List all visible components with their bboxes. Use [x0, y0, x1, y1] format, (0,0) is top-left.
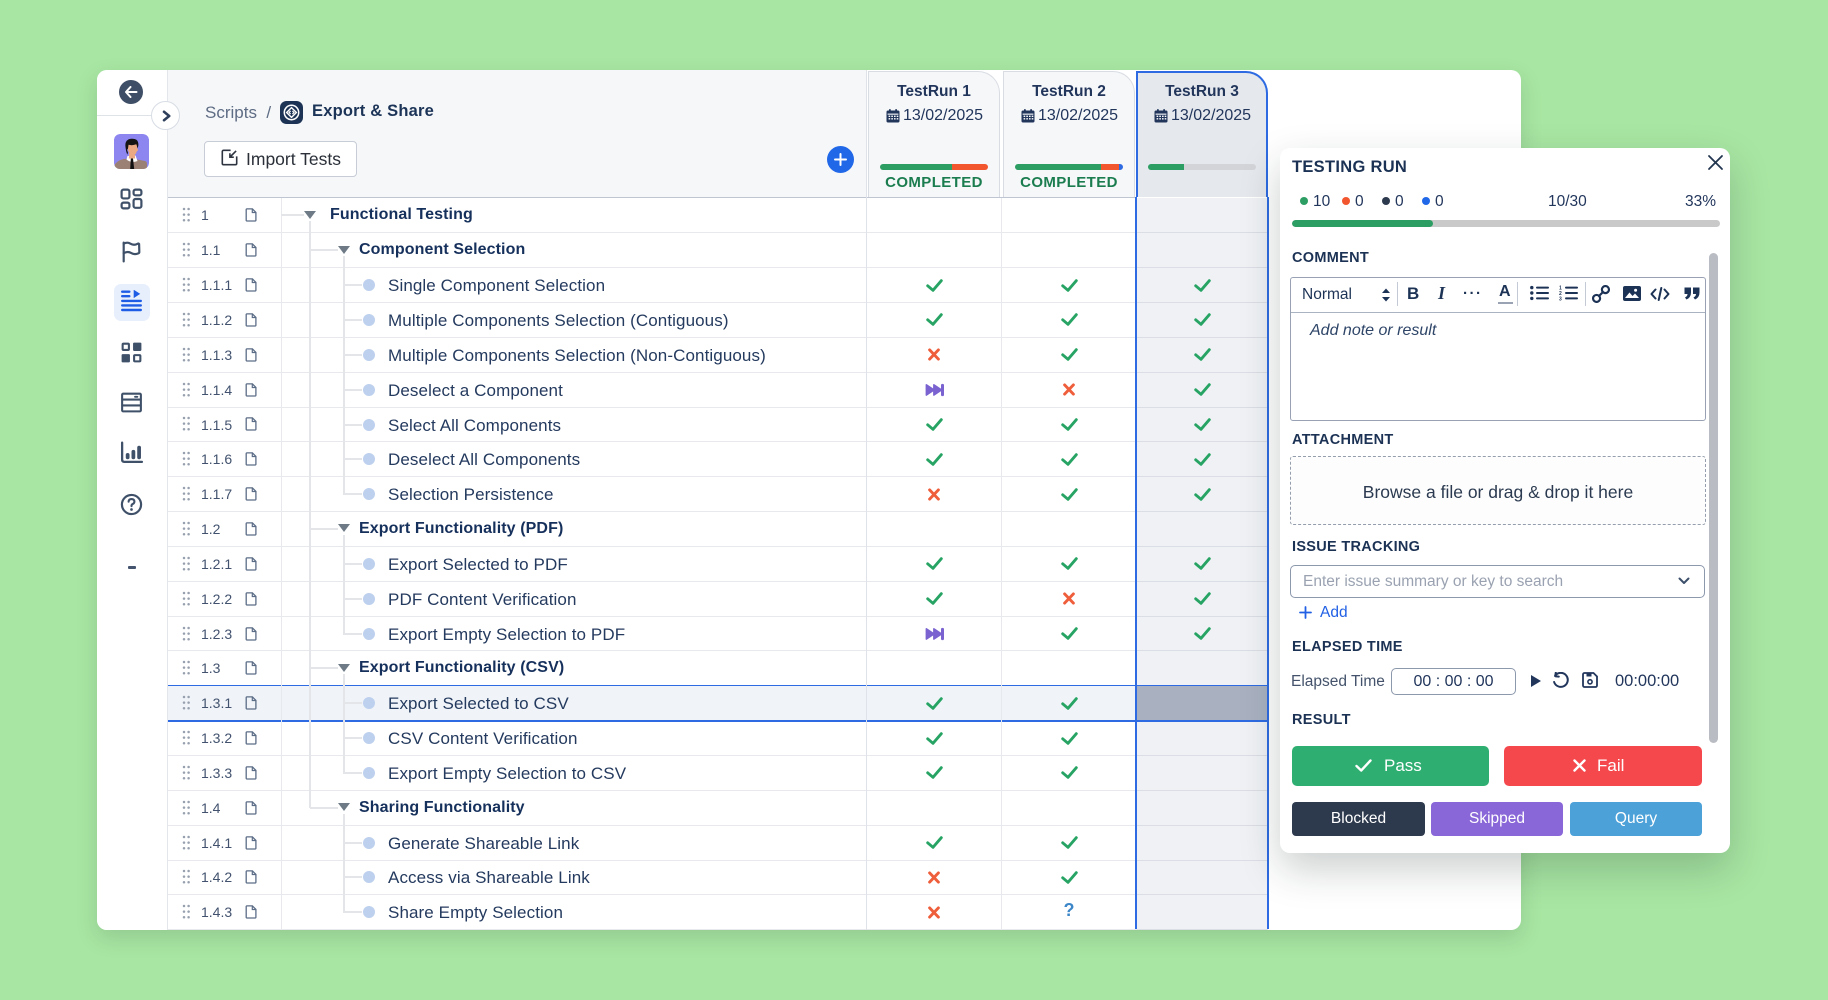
svg-text:1: 1 — [1559, 286, 1562, 292]
svg-text:2: 2 — [1559, 291, 1562, 297]
svg-text:3: 3 — [1559, 297, 1562, 302]
